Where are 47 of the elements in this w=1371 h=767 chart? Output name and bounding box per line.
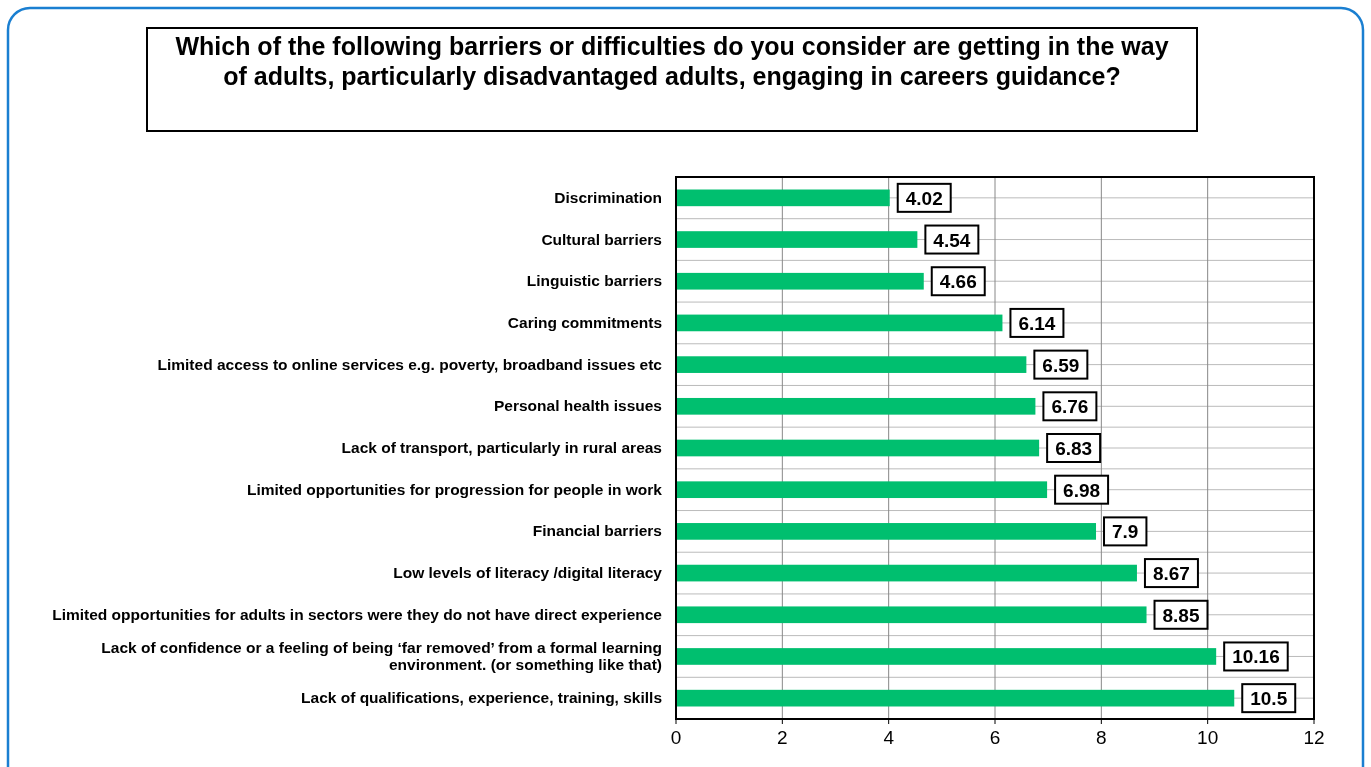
data-label: 6.14 (1018, 312, 1056, 334)
x-tick-label: 0 (670, 727, 682, 748)
bar (676, 439, 1040, 457)
y-tick-label: Limited opportunities for progression for people in work (246, 480, 663, 498)
y-tick-label: Low levels of literacy /digital literacy (393, 564, 663, 582)
chart-title: Which of the following barriers or difficulties do you consider are getting in the way of adults, particularly disadvantaged adults, engaging in careers guidance? (175, 32, 1169, 90)
data-label: 4.66 (939, 271, 977, 293)
y-tick-label: Personal health issues (494, 397, 662, 415)
bar (676, 481, 1048, 499)
data-label: 6.76 (1051, 396, 1089, 418)
bar (676, 523, 1097, 540)
data-label: 8.85 (1162, 604, 1200, 626)
bar (676, 689, 1235, 707)
x-tick-label: 12 (1303, 727, 1325, 748)
x-tick-label: 2 (777, 727, 788, 748)
data-label: 10.5 (1250, 688, 1288, 710)
bar (676, 231, 918, 248)
bar (676, 606, 1147, 624)
y-tick-label: Limited opportunities for adults in sectors were they do not have direct experience (52, 605, 663, 623)
data-label: 7.9 (1112, 521, 1139, 543)
bar (676, 189, 890, 207)
data-label: 6.59 (1042, 354, 1080, 376)
bar (676, 314, 1003, 332)
y-tick-label: Discrimination (554, 188, 662, 206)
data-label: 6.83 (1055, 438, 1093, 459)
x-tick-label: 10 (1197, 727, 1219, 748)
y-tick-label: Lack of confidence or a feeling of being ‘far removed’ from a formal learning environment. (or something like that) (101, 638, 662, 673)
bar (676, 356, 1027, 373)
y-tick-label: Limited access to online services e.g. poverty, broadband issues etc (157, 355, 663, 373)
data-label: 6.98 (1063, 479, 1101, 501)
data-label: 4.54 (933, 229, 971, 251)
y-tick-label: Lack of transport, particularly in rural areas (341, 439, 662, 456)
x-tick-label: 8 (1096, 727, 1107, 748)
y-tick-label: Cultural barriers (541, 230, 662, 248)
data-label: 8.67 (1152, 563, 1190, 585)
data-label: 4.02 (905, 187, 943, 209)
y-tick-label: Financial barriers (532, 522, 662, 540)
y-tick-label: Caring commitments (507, 313, 662, 331)
y-tick-label: Lack of qualifications, experience, training, skills (301, 689, 662, 707)
data-label: 10.16 (1232, 646, 1280, 668)
y-tick-label: Linguistic barriers (526, 272, 662, 290)
x-tick-label: 4 (883, 727, 895, 748)
bar (676, 648, 1217, 665)
x-tick-label: 6 (989, 727, 1001, 748)
bar (676, 397, 1036, 415)
bar (676, 564, 1137, 582)
bar (676, 272, 924, 290)
